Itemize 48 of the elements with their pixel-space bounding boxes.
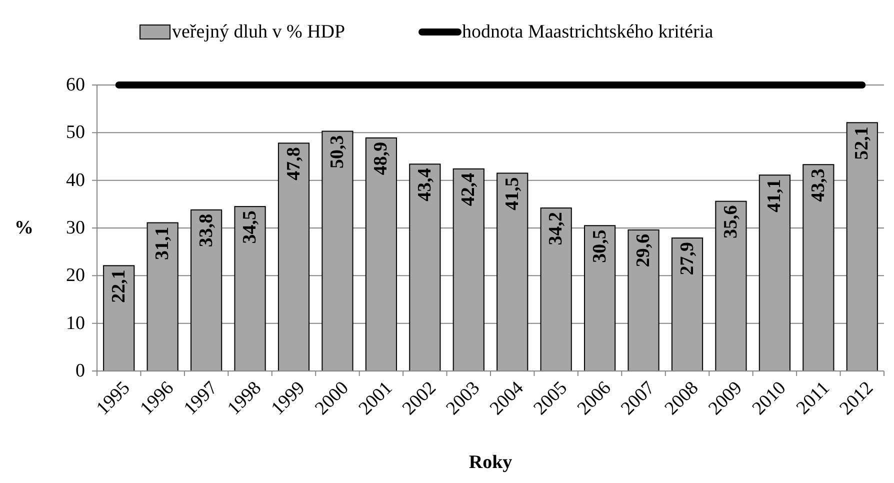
bar (715, 200, 747, 372)
y-axis-title: % (14, 218, 34, 238)
bar (234, 206, 266, 372)
data-label: 52,1 (852, 126, 873, 160)
x-tick-label: 2011 (792, 378, 834, 419)
data-label: 33,8 (196, 214, 217, 248)
y-tick-label: 50 (66, 122, 85, 144)
bar (628, 229, 660, 372)
data-label: 27,9 (676, 242, 698, 276)
data-label: 43,3 (808, 168, 829, 202)
y-tick-label: 0 (76, 360, 85, 382)
bar (846, 122, 878, 372)
bar (409, 164, 441, 372)
y-tick-label: 30 (66, 218, 85, 238)
bar (496, 172, 528, 372)
bar (584, 225, 616, 372)
data-label: 47,8 (283, 147, 304, 180)
bar (802, 164, 834, 372)
data-label: 30,5 (589, 230, 610, 263)
data-label: 31,1 (152, 226, 174, 260)
bar (452, 168, 484, 372)
bar (278, 142, 310, 372)
bar (758, 174, 790, 372)
data-label: 29,6 (633, 234, 654, 268)
data-label: 48,9 (370, 142, 392, 176)
bar (322, 130, 354, 372)
legend-label: veřejný dluh v % HDP (172, 22, 346, 42)
data-label: 35,6 (720, 205, 742, 239)
y-tick-label: 60 (66, 74, 85, 96)
data-label: 43,4 (414, 168, 436, 202)
data-label: 34,5 (240, 210, 261, 244)
x-axis-title: Roky (468, 452, 513, 473)
bar (671, 238, 704, 372)
y-tick-label: 10 (66, 312, 85, 334)
bar (540, 207, 572, 372)
bar (365, 137, 397, 372)
bar (190, 209, 222, 372)
legend-label: hodnota Maastrichtského kritéria (462, 22, 714, 42)
y-tick-label: 40 (66, 170, 85, 191)
bar (146, 222, 178, 372)
data-label: 41,5 (502, 177, 523, 210)
data-label: 42,4 (458, 172, 480, 206)
bar (103, 265, 135, 372)
data-label: 22,1 (108, 270, 130, 303)
data-label: 41,1 (764, 179, 786, 212)
data-label: 50,3 (326, 135, 348, 168)
data-label: 34,2 (546, 212, 567, 246)
y-tick-label: 20 (66, 265, 85, 286)
